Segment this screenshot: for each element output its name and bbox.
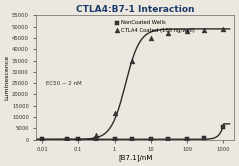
CTLA4 Coated (100 ng/well) xyxy=(113,112,116,114)
CTLA4 Coated (100 ng/well) xyxy=(222,28,225,30)
CTLA4 Coated (100 ng/well) xyxy=(185,30,188,32)
Line: NonCoated Wells: NonCoated Wells xyxy=(40,124,225,142)
NonCoated Wells xyxy=(41,138,43,140)
NonCoated Wells xyxy=(203,137,206,139)
NonCoated Wells xyxy=(77,138,80,140)
NonCoated Wells xyxy=(94,138,97,140)
Title: CTLA4:B7-1 Interaction: CTLA4:B7-1 Interaction xyxy=(76,5,195,14)
CTLA4 Coated (100 ng/well) xyxy=(203,29,206,31)
CTLA4 Coated (100 ng/well) xyxy=(77,138,80,140)
Y-axis label: Luminescence: Luminescence xyxy=(5,55,10,100)
Legend: NonCoated Wells, CTLA4 Coated (100 ng/well): NonCoated Wells, CTLA4 Coated (100 ng/we… xyxy=(114,20,195,33)
NonCoated Wells xyxy=(149,138,152,140)
X-axis label: [B7.1]/nM: [B7.1]/nM xyxy=(118,154,152,161)
NonCoated Wells xyxy=(66,138,69,140)
NonCoated Wells xyxy=(222,125,225,127)
CTLA4 Coated (100 ng/well) xyxy=(130,60,133,62)
CTLA4 Coated (100 ng/well) xyxy=(149,37,152,39)
NonCoated Wells xyxy=(130,138,133,140)
NonCoated Wells xyxy=(113,138,116,140)
NonCoated Wells xyxy=(167,138,169,140)
CTLA4 Coated (100 ng/well) xyxy=(66,138,69,140)
CTLA4 Coated (100 ng/well) xyxy=(41,138,43,140)
NonCoated Wells xyxy=(185,138,188,140)
Text: EC50 ~ 2 nM: EC50 ~ 2 nM xyxy=(46,81,82,86)
CTLA4 Coated (100 ng/well) xyxy=(167,32,169,34)
CTLA4 Coated (100 ng/well) xyxy=(94,134,97,136)
Line: CTLA4 Coated (100 ng/well): CTLA4 Coated (100 ng/well) xyxy=(40,26,226,142)
